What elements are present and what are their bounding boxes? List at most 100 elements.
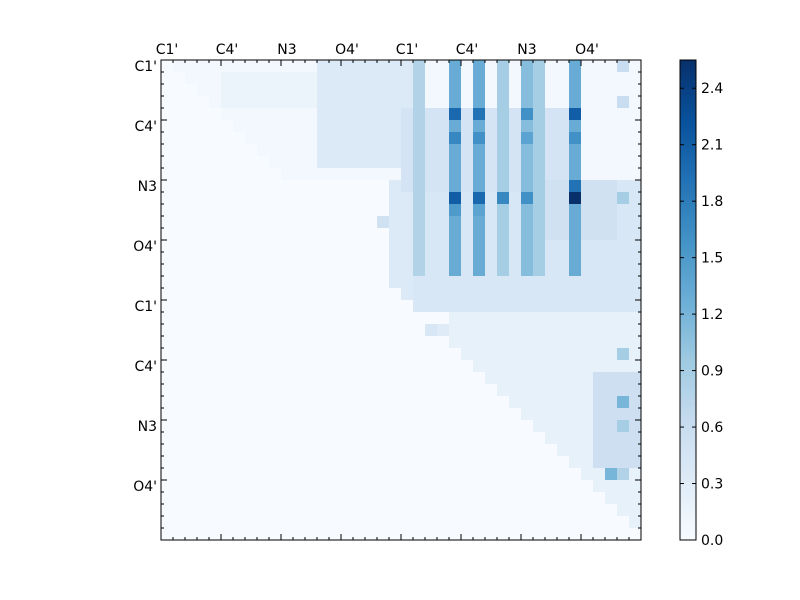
heatmap-cell	[581, 456, 594, 469]
heatmap-cell	[329, 216, 342, 229]
heatmap-cell	[533, 192, 546, 205]
heatmap-cell	[353, 348, 366, 361]
heatmap-cell	[185, 264, 198, 277]
heatmap-cell	[569, 60, 582, 73]
heatmap-cell	[569, 348, 582, 361]
heatmap-cell	[221, 180, 234, 193]
heatmap-cell	[233, 444, 246, 457]
heatmap-cell	[509, 276, 522, 289]
heatmap-cell	[557, 528, 570, 541]
heatmap-cell	[173, 528, 186, 541]
heatmap-cell	[605, 528, 618, 541]
heatmap-cell	[293, 192, 306, 205]
heatmap-cell	[461, 492, 474, 505]
heatmap-cell	[413, 300, 426, 313]
heatmap-cell	[365, 252, 378, 265]
heatmap-cell	[449, 288, 462, 301]
heatmap-cell	[617, 192, 630, 205]
heatmap-cell	[377, 72, 390, 85]
heatmap-cell	[221, 480, 234, 493]
heatmap-cell	[425, 144, 438, 157]
heatmap-cell	[413, 168, 426, 181]
heatmap-cell	[173, 396, 186, 409]
heatmap-cell	[257, 288, 270, 301]
heatmap-cell	[293, 408, 306, 421]
heatmap-cell	[209, 480, 222, 493]
heatmap-cell	[209, 72, 222, 85]
heatmap-cell	[365, 228, 378, 241]
heatmap-cell	[413, 336, 426, 349]
heatmap-cell	[497, 396, 510, 409]
heatmap-cell	[401, 300, 414, 313]
heatmap-cell	[161, 408, 174, 421]
heatmap-cell	[437, 252, 450, 265]
heatmap-cell	[257, 156, 270, 169]
heatmap-cell	[473, 384, 486, 397]
heatmap-cell	[545, 528, 558, 541]
heatmap-cell	[305, 264, 318, 277]
heatmap-cell	[197, 132, 210, 145]
heatmap-cell	[353, 180, 366, 193]
heatmap-cell	[605, 228, 618, 241]
heatmap-cell	[293, 276, 306, 289]
heatmap-cell	[173, 288, 186, 301]
heatmap-cell	[581, 396, 594, 409]
heatmap-cell	[245, 252, 258, 265]
heatmap-cell	[185, 384, 198, 397]
heatmap-cell	[569, 528, 582, 541]
heatmap-cell	[617, 312, 630, 325]
heatmap-cell	[545, 420, 558, 433]
heatmap-cell	[449, 420, 462, 433]
heatmap-cell	[557, 120, 570, 133]
heatmap-cell	[341, 396, 354, 409]
heatmap-cell	[245, 156, 258, 169]
heatmap-cell	[425, 132, 438, 145]
heatmap-cell	[185, 360, 198, 373]
heatmap-cell	[173, 132, 186, 145]
heatmap-cell	[605, 168, 618, 181]
heatmap-cell	[545, 72, 558, 85]
heatmap-cell	[569, 132, 582, 145]
heatmap-cell	[461, 252, 474, 265]
heatmap-cell	[449, 144, 462, 157]
heatmap-cell	[629, 240, 642, 253]
heatmap-cell	[377, 384, 390, 397]
heatmap-cell	[293, 384, 306, 397]
heatmap-cell	[221, 468, 234, 481]
heatmap-cell	[185, 108, 198, 121]
heatmap-cell	[329, 144, 342, 157]
heatmap-cell	[557, 60, 570, 73]
heatmap-cell	[209, 360, 222, 373]
heatmap-cell	[197, 492, 210, 505]
heatmap-cell	[245, 72, 258, 85]
heatmap-cell	[581, 312, 594, 325]
heatmap-cell	[305, 276, 318, 289]
heatmap-cell	[377, 132, 390, 145]
heatmap-cell	[221, 384, 234, 397]
heatmap-cell	[329, 408, 342, 421]
heatmap-cell	[521, 192, 534, 205]
heatmap-cell	[629, 468, 642, 481]
heatmap-cell	[521, 528, 534, 541]
colorbar-tick-label: 2.4	[701, 81, 723, 97]
heatmap-cell	[353, 108, 366, 121]
heatmap-cell	[377, 348, 390, 361]
heatmap-cell	[425, 528, 438, 541]
heatmap-cell	[305, 528, 318, 541]
heatmap-cell	[533, 312, 546, 325]
heatmap-cell	[377, 336, 390, 349]
heatmap-cell	[185, 444, 198, 457]
heatmap-cell	[533, 336, 546, 349]
heatmap-cell	[533, 252, 546, 265]
heatmap-cell	[245, 300, 258, 313]
heatmap-cell	[533, 288, 546, 301]
heatmap-cell	[257, 72, 270, 85]
heatmap-cell	[281, 288, 294, 301]
heatmap-cell	[569, 456, 582, 469]
heatmap-cell	[341, 156, 354, 169]
heatmap-cell	[389, 480, 402, 493]
heatmap-cell	[485, 360, 498, 373]
heatmap-cell	[581, 132, 594, 145]
heatmap-cell	[353, 144, 366, 157]
heatmap-cell	[389, 312, 402, 325]
